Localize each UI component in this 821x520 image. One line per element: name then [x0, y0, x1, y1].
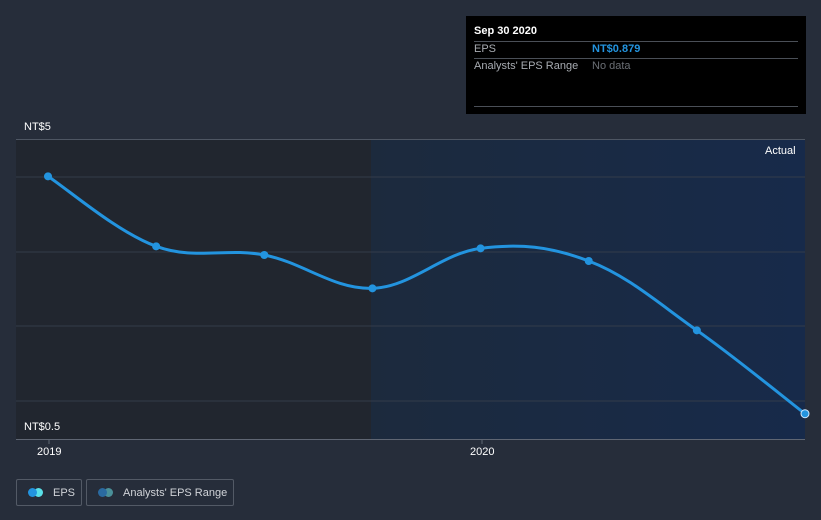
actual-region [371, 139, 805, 439]
eps-data-point[interactable] [368, 284, 377, 293]
eps-data-point[interactable] [260, 251, 269, 259]
gridlines [16, 176, 805, 402]
tooltip-range-value: No data [592, 60, 631, 72]
legend-eps-label: EPS [53, 486, 76, 499]
tooltip-range-label: Analysts' EPS Range [474, 60, 579, 72]
x-axis-label-2020: 2020 [470, 446, 495, 458]
legend-eps-button[interactable]: EPS [16, 479, 82, 506]
tooltip-eps-label: EPS [474, 43, 497, 55]
analysts-range-legend-icon [98, 488, 113, 497]
past-region [16, 139, 371, 439]
eps-data-point[interactable] [476, 244, 485, 253]
actual-region-label: Actual [765, 145, 796, 157]
eps-legend-icon [28, 488, 43, 497]
tooltip-eps-value: NT$0.879 [592, 43, 641, 55]
y-axis-top-label: NT$5 [24, 121, 51, 133]
legend-analysts-range-label: Analysts' EPS Range [123, 486, 228, 499]
eps-data-point[interactable] [44, 172, 52, 181]
eps-data-point[interactable] [584, 257, 593, 265]
y-axis-bottom-label: NT$0.5 [24, 421, 61, 433]
divider [474, 58, 798, 59]
tooltip: Sep 30 2020 EPS NT$0.879 Analysts' EPS R… [466, 16, 806, 114]
x-axis-label-2019: 2019 [37, 446, 62, 458]
divider [474, 106, 798, 107]
eps-points[interactable] [44, 172, 810, 419]
divider [474, 41, 798, 42]
eps-data-point[interactable] [152, 242, 161, 251]
eps-data-point[interactable] [800, 409, 810, 419]
legend-analysts-range-button[interactable]: Analysts' EPS Range [86, 479, 234, 506]
tooltip-date: Sep 30 2020 [474, 25, 537, 37]
eps-data-point[interactable] [692, 326, 701, 335]
eps-line [46, 174, 807, 416]
